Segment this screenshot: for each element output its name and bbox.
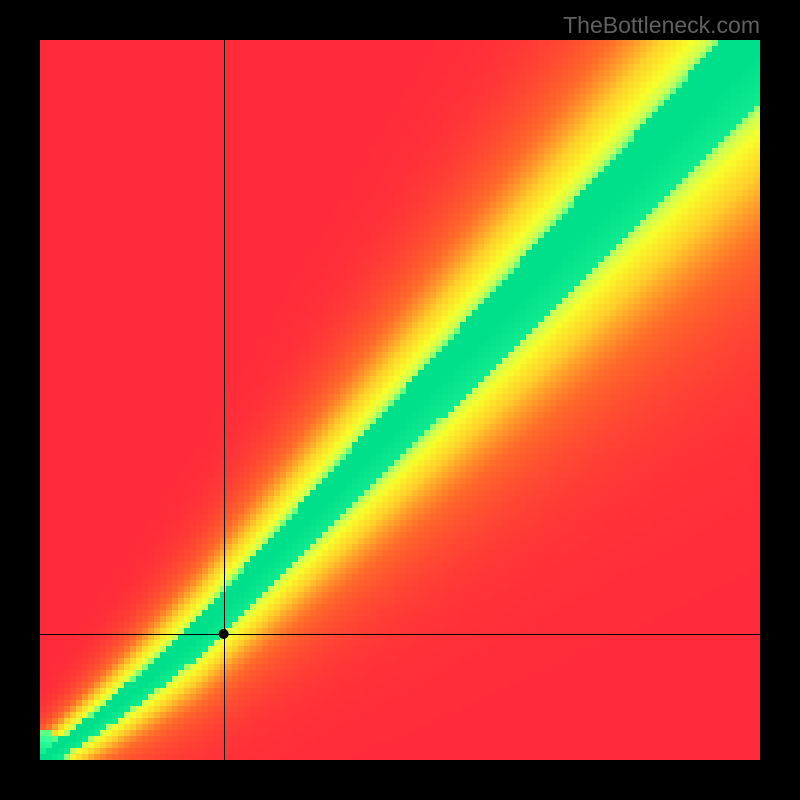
heatmap-canvas (0, 0, 800, 800)
watermark-text: TheBottleneck.com (563, 12, 760, 39)
chart-container: TheBottleneck.com (0, 0, 800, 800)
